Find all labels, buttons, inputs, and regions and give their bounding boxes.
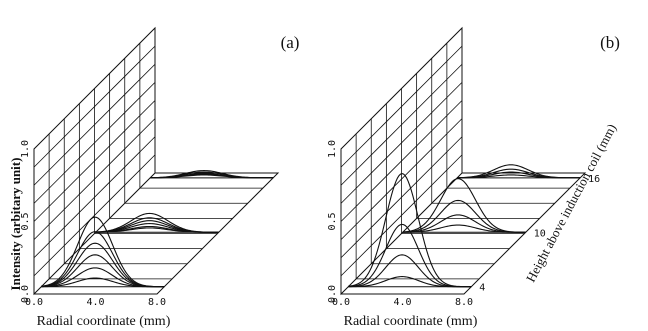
panel-b-grid-line xyxy=(340,82,463,204)
panel-a-grid-line xyxy=(33,154,156,277)
panel-a-grid-line xyxy=(33,136,156,259)
panel-a-y-tick: 1.0 xyxy=(20,140,31,158)
panel-b-y-tick: 1.0 xyxy=(327,140,338,158)
panel-b-profile-curve xyxy=(348,276,472,288)
panel-b-x-tick: 0.0 xyxy=(332,297,350,308)
panel-a-grid-line xyxy=(33,45,156,168)
panel-b-back-wall xyxy=(340,26,463,296)
panel-a-x-tick: 0.0 xyxy=(25,297,43,308)
panel-b-grid-line xyxy=(340,154,463,277)
panel-b-label: (b) xyxy=(600,33,620,52)
panel-a-x-tick: 4.0 xyxy=(86,297,104,308)
panel-b-grid-line xyxy=(340,63,463,186)
panel-a-grid-line xyxy=(33,82,156,204)
panel-a-profile-curve xyxy=(41,254,165,288)
panel-b-grid-line xyxy=(340,100,463,222)
panel-a-grid-line xyxy=(33,118,156,240)
panel-a-x-axis-label: Radial coordinate (mm) xyxy=(37,314,171,329)
panel-b-profile-curve xyxy=(402,224,526,233)
panel-b-profile-curve xyxy=(348,173,472,288)
panel-a-profile-curve xyxy=(150,174,274,179)
panel-a-label: (a) xyxy=(281,33,300,52)
panel-b-grid-line xyxy=(340,136,463,259)
panel-b-profile-curve xyxy=(348,254,472,288)
panel-b-z-tick: 10 xyxy=(534,228,546,239)
panel-b-x-tick: 8.0 xyxy=(455,297,473,308)
panel-a-grid-line xyxy=(33,63,156,186)
panel-a-profile-curve xyxy=(95,227,219,233)
panel-b-y-tick: 0.5 xyxy=(327,212,338,230)
panel-b-grid-line xyxy=(340,118,463,240)
panel-a-grid-line xyxy=(33,100,156,222)
panel-a-back-wall xyxy=(33,26,156,296)
panel-b-profile-curve xyxy=(457,174,581,179)
panel-a-x-tick: 8.0 xyxy=(148,297,166,308)
panel-b-z-tick: 16 xyxy=(588,174,600,185)
panel-b-y-tick: 0.0 xyxy=(327,285,338,303)
panel-a-y-tick: 0.5 xyxy=(20,212,31,230)
panel-b-x-tick: 4.0 xyxy=(393,297,411,308)
panel-a-y-axis-label: Intensity (arbitary unit) xyxy=(8,158,23,291)
panel-b-z-tick: 4 xyxy=(479,283,485,294)
panel-a-profile-curve xyxy=(41,277,165,288)
panel-a-y-tick: 0.0 xyxy=(20,285,31,303)
panel-b-profile-curve xyxy=(457,164,581,179)
panel-b-grid-line xyxy=(340,45,463,168)
panel-b-x-axis-label: Radial coordinate (mm) xyxy=(344,314,478,329)
panel-b-profile-curve xyxy=(402,178,526,233)
